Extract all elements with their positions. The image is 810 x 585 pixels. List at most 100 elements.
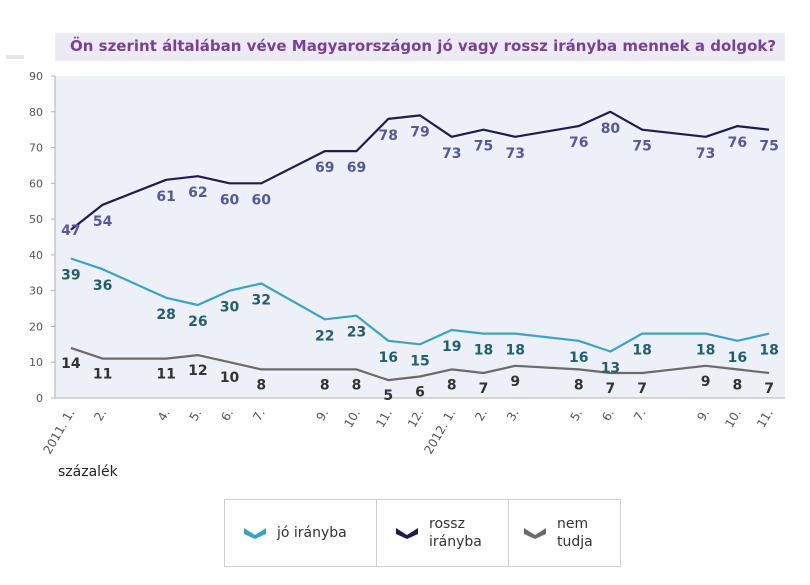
data-label: 16 [569, 350, 588, 366]
x-tick-label: 2. [472, 407, 490, 424]
data-label: 16 [728, 350, 747, 366]
data-label: 32 [252, 293, 271, 309]
y-tick-label: 0 [36, 392, 43, 405]
x-tick-label: 5. [567, 407, 585, 424]
legend-label-nem-tudja: nem tudja [557, 516, 593, 550]
data-label: 75 [759, 139, 778, 155]
x-tick-label: 11. [754, 407, 776, 431]
data-label: 78 [379, 128, 398, 144]
data-label: 6 [415, 385, 425, 401]
x-tick-label: 11. [373, 407, 395, 431]
y-tick-label: 60 [29, 177, 43, 190]
data-label: 69 [315, 160, 334, 176]
data-label: 60 [220, 192, 240, 208]
x-tick-label: 12. [405, 407, 427, 431]
legend-label-rossz: rossz irányba [429, 516, 482, 550]
data-label: 8 [352, 377, 362, 393]
series-line-1 [70, 110, 770, 231]
chevron-swatch-gray-icon [524, 528, 546, 539]
data-label: 7 [479, 381, 489, 397]
x-tick-label: 9. [694, 407, 712, 424]
data-label: 18 [632, 343, 651, 359]
series-line-2 [70, 346, 770, 382]
x-tick-label: 3. [504, 407, 522, 424]
data-label: 8 [447, 377, 457, 393]
data-label: 16 [379, 350, 398, 366]
y-tick-label: 40 [29, 249, 43, 262]
data-label: 30 [220, 300, 240, 316]
data-label: 15 [410, 353, 429, 369]
y-tick-label: 50 [29, 213, 43, 226]
data-label: 9 [701, 374, 711, 390]
legend-item-jo: jó irányba [225, 500, 377, 566]
data-label: 18 [696, 343, 715, 359]
data-label: 9 [510, 374, 520, 390]
data-label: 39 [61, 267, 80, 283]
series-line-0 [70, 257, 770, 353]
data-label: 8 [320, 377, 330, 393]
y-tick-label: 80 [29, 106, 43, 119]
data-label: 75 [474, 139, 493, 155]
data-label: 10 [220, 370, 240, 386]
data-label: 23 [347, 325, 366, 341]
legend-item-rossz: rossz irányba [377, 500, 509, 566]
x-tick-label: 6. [599, 407, 617, 424]
x-tick-label: 7. [631, 407, 649, 424]
y-tick-label: 20 [29, 320, 43, 333]
data-label: 36 [93, 278, 112, 294]
data-label: 69 [347, 160, 366, 176]
y-tick-label: 30 [29, 285, 43, 298]
data-label: 76 [728, 135, 747, 151]
data-label: 47 [61, 223, 80, 239]
legend-item-nem-tudja: nem tudja [509, 500, 620, 566]
data-label: 8 [733, 377, 743, 393]
data-label: 8 [574, 377, 584, 393]
data-label: 13 [601, 360, 620, 376]
data-label: 11 [156, 367, 175, 383]
data-label: 18 [505, 343, 524, 359]
x-tick-label: 10. [341, 407, 363, 431]
x-tick-label: 6. [218, 407, 236, 424]
legend: jó irányba rossz irányba nem tudja [224, 499, 621, 567]
data-label: 7 [764, 381, 774, 397]
corner-decoration [6, 55, 24, 59]
y-tick-label: 90 [29, 70, 43, 83]
x-tick-label: 2011. 1. [41, 407, 78, 457]
x-tick-label: 10. [722, 407, 744, 431]
data-label: 12 [188, 363, 207, 379]
data-label: 73 [505, 146, 524, 162]
data-label: 5 [383, 388, 393, 404]
data-label: 26 [188, 314, 207, 330]
data-label: 7 [637, 381, 647, 397]
x-tick-label: 2012. 1. [421, 407, 458, 457]
title-bar [55, 33, 785, 61]
data-label: 28 [156, 307, 175, 323]
chart-title: Ön szerint általában véve Magyarországon… [70, 37, 777, 55]
data-label: 11 [93, 367, 112, 383]
chevron-swatch-navy-icon [396, 528, 418, 539]
x-tick-label: 7. [250, 407, 268, 424]
data-label: 73 [696, 146, 715, 162]
data-label: 7 [606, 381, 616, 397]
unit-label: százalék [58, 464, 118, 480]
data-label: 8 [256, 377, 266, 393]
data-label: 80 [601, 121, 621, 137]
data-label: 79 [410, 124, 429, 140]
data-label: 18 [474, 343, 493, 359]
data-label: 19 [442, 339, 461, 355]
data-label: 75 [632, 139, 651, 155]
chevron-swatch-blue-icon [244, 528, 266, 539]
data-label: 60 [252, 192, 272, 208]
y-tick-label: 70 [29, 142, 43, 155]
x-tick-label: 5. [187, 407, 205, 424]
x-tick-label: 4. [155, 407, 173, 424]
data-label: 14 [61, 356, 81, 372]
y-tick-label: 10 [29, 356, 43, 369]
data-label: 76 [569, 135, 588, 151]
data-label: 61 [156, 189, 175, 205]
data-label: 62 [188, 185, 207, 201]
data-label: 22 [315, 328, 334, 344]
x-tick-label: 9. [314, 407, 332, 424]
data-label: 18 [759, 343, 778, 359]
data-label: 54 [93, 214, 113, 230]
